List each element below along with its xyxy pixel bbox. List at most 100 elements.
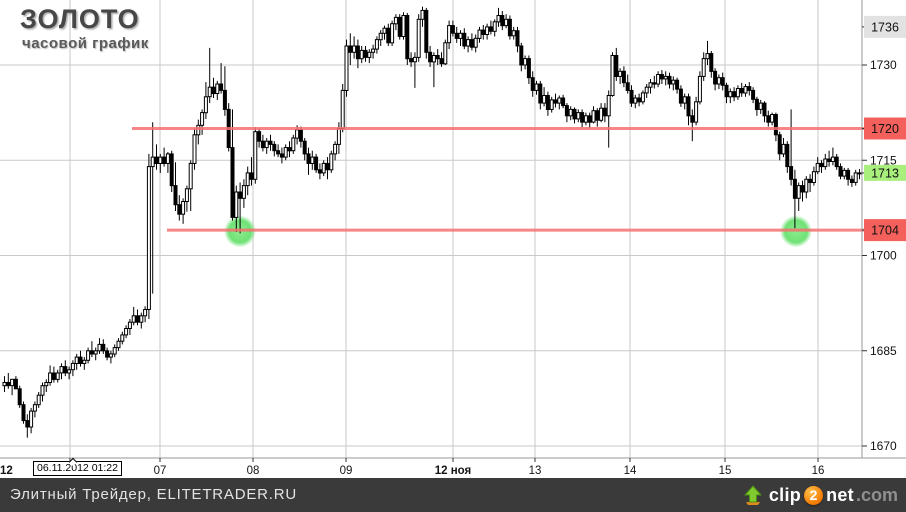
tooltip-datetime: 06.11.2012 01:22: [37, 462, 118, 474]
candle-body: [682, 96, 687, 104]
candle-body: [367, 51, 372, 58]
price-label-box-1713: [864, 164, 906, 181]
candle-body: [580, 112, 585, 123]
candle-body: [32, 404, 37, 412]
candle-body: [716, 77, 721, 85]
candle-body: [336, 128, 341, 145]
candle-body: [59, 366, 64, 374]
candle-body: [705, 53, 710, 60]
footer-credit: Элитный Трейдер, ELITETRADER.RU: [10, 486, 298, 503]
candle-body: [534, 83, 539, 91]
candle-body: [63, 366, 68, 374]
candle-body: [329, 153, 334, 171]
candle-body: [116, 340, 121, 349]
candle-body: [595, 110, 600, 121]
candle-body: [796, 185, 801, 199]
candle-body: [758, 102, 763, 110]
candle-body: [686, 96, 691, 117]
candle-body: [340, 89, 345, 129]
candle-body: [576, 112, 581, 120]
candle-body: [287, 147, 292, 152]
time-label: 09: [340, 465, 353, 477]
price-label-1704: 1704: [871, 224, 899, 238]
candle-body: [120, 334, 125, 342]
candle-body: [435, 55, 440, 60]
candle-body: [6, 382, 11, 387]
candle-body: [310, 156, 315, 165]
candle-body: [184, 188, 189, 203]
candle-body: [602, 107, 607, 117]
candle-body: [473, 37, 478, 48]
price-tick-label: 1700: [870, 249, 897, 263]
candle-body: [766, 115, 771, 123]
candle-body: [792, 178, 797, 199]
candle-body: [819, 162, 824, 168]
candle-body: [86, 350, 91, 361]
candle-body: [564, 105, 569, 117]
candle-body: [143, 309, 148, 317]
candle-body: [709, 53, 714, 72]
logo-badge-2: 2: [804, 485, 824, 505]
upload-arrow-icon: [743, 485, 762, 505]
time-label: 13: [529, 465, 542, 477]
candle-body: [374, 39, 379, 50]
candle-body: [568, 108, 573, 117]
candle-body: [355, 45, 360, 60]
candle-body: [249, 172, 254, 180]
candle-body: [424, 9, 429, 53]
candle-body: [842, 169, 847, 177]
candle-body: [181, 201, 186, 215]
candle-body: [697, 75, 702, 103]
candle-body: [762, 102, 767, 117]
candle-body: [629, 89, 634, 104]
price-label-1713: 1713: [871, 166, 899, 180]
candle-body: [317, 169, 322, 174]
candle-body: [701, 58, 706, 77]
price-tick-label: 1730: [870, 58, 897, 72]
candle-body: [276, 150, 281, 155]
candle-body: [348, 45, 353, 53]
candle-body: [158, 156, 163, 165]
candle-body: [652, 82, 657, 85]
candle-body: [526, 58, 531, 79]
candle-body: [853, 172, 858, 183]
candle-body: [690, 115, 695, 123]
candle-body: [382, 27, 387, 34]
candle-body: [743, 86, 748, 94]
candle-body: [447, 25, 452, 44]
candle-body: [154, 156, 159, 165]
candle-body: [530, 77, 535, 91]
candle-body: [633, 97, 638, 104]
candle-body: [173, 185, 178, 206]
candle-body: [656, 74, 661, 85]
candle-body: [25, 420, 30, 428]
candle-body: [553, 99, 558, 104]
candle-body: [667, 75, 672, 85]
candle-body: [2, 382, 7, 387]
candle-body: [720, 77, 725, 86]
clip2net-logo[interactable]: clip 2 net .com: [742, 478, 898, 512]
candle-body: [443, 42, 448, 65]
candle-body: [101, 343, 106, 352]
candle-body: [789, 166, 794, 180]
logo-suffix-com: .com: [855, 484, 898, 505]
candle-body: [272, 143, 277, 152]
chart-subtitle: часовой график: [22, 35, 149, 52]
candle-body: [542, 95, 547, 104]
candle-body: [591, 110, 596, 123]
candle-body: [82, 359, 87, 364]
candle-body: [834, 156, 839, 168]
time-label: 14: [624, 465, 637, 477]
candle-body: [481, 29, 486, 36]
candle-body: [781, 143, 786, 155]
candle-body: [614, 55, 619, 77]
candle-body: [222, 89, 227, 110]
candle-body: [857, 172, 862, 175]
candle-body: [314, 156, 319, 171]
candle-body: [257, 131, 262, 142]
candle-body: [74, 356, 79, 365]
candle-body: [431, 55, 436, 63]
candle-body: [215, 83, 220, 94]
time-label: 08: [247, 465, 260, 477]
candle-body: [678, 88, 683, 104]
